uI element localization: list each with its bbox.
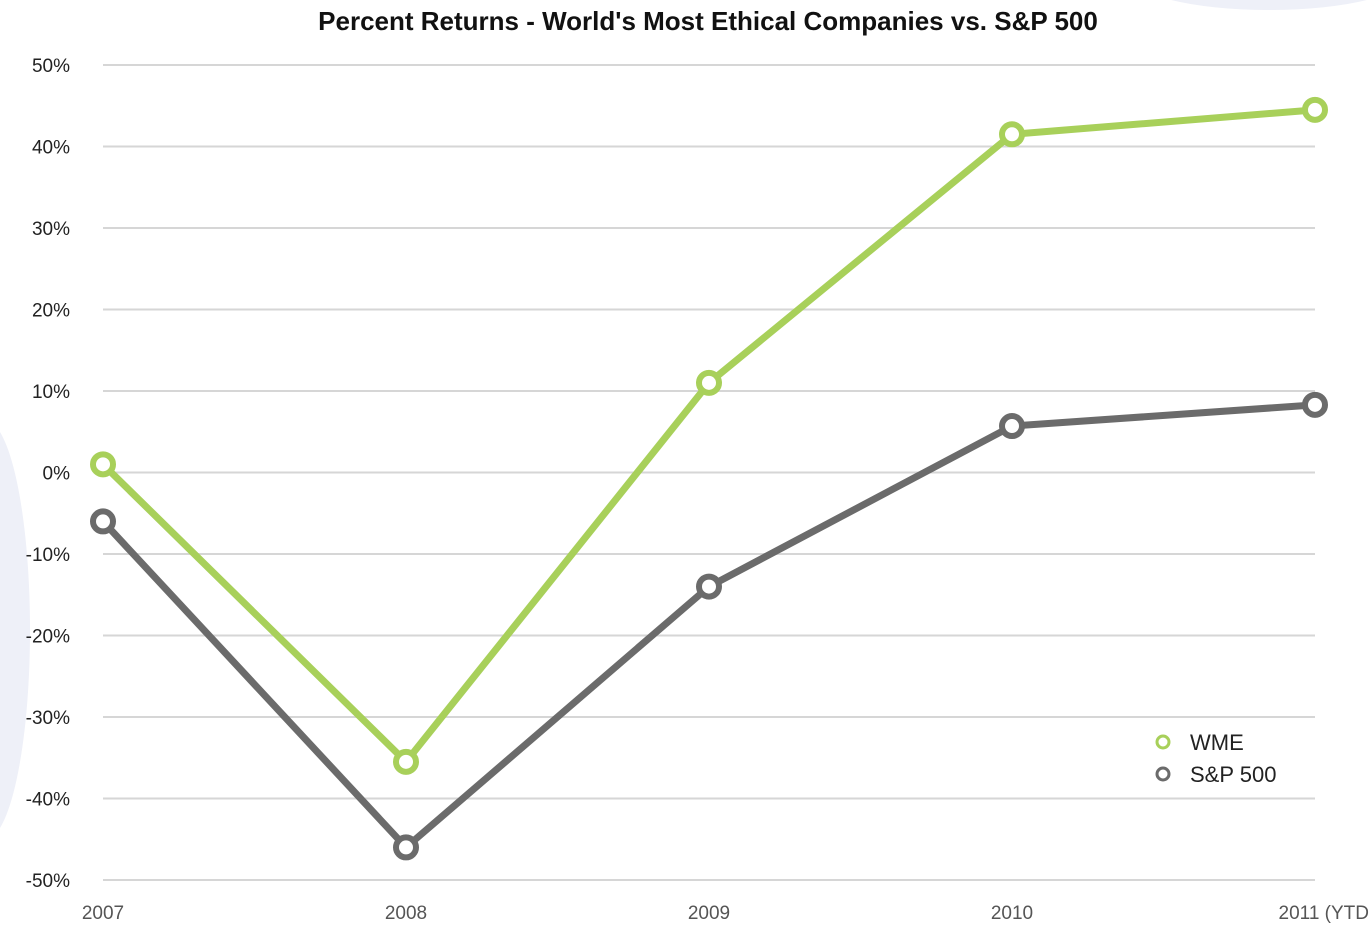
y-axis-tick-labels: 50% 40% 30% 20% 10% 0% -10% -20% -30% -40% -50% — [26, 56, 70, 892]
y-tick-label: 30% — [32, 219, 70, 240]
data-point-sp500 — [696, 573, 722, 600]
x-tick-label: 2008 — [385, 903, 427, 924]
series-line-wme — [99, 106, 1319, 766]
data-point-wme — [393, 748, 419, 775]
data-point-sp500 — [1302, 391, 1328, 418]
series-lines — [90, 96, 1328, 861]
y-tick-label: 0% — [43, 464, 71, 485]
data-point-wme — [696, 369, 722, 396]
background-shape-top-right — [1129, 0, 1369, 10]
grid-lines — [103, 64, 1315, 881]
y-tick-label: -20% — [26, 627, 70, 648]
data-point-sp500 — [393, 834, 419, 861]
x-tick-label: 2007 — [82, 903, 124, 924]
y-tick-label: -40% — [26, 790, 70, 811]
legend-label: WME — [1190, 730, 1244, 755]
data-point-wme — [90, 451, 116, 478]
y-tick-label: -50% — [26, 871, 70, 892]
x-tick-label: 2011 (YTD — [1279, 903, 1369, 924]
data-point-wme — [999, 121, 1025, 148]
y-tick-label: -10% — [26, 545, 70, 566]
y-tick-label: 20% — [32, 301, 70, 322]
legend-marker — [1155, 766, 1171, 782]
legend-marker — [1155, 734, 1171, 750]
y-tick-label: 10% — [32, 382, 70, 403]
data-point-wme — [1302, 96, 1328, 123]
x-tick-label: 2010 — [991, 903, 1033, 924]
x-tick-label: 2009 — [688, 903, 730, 924]
x-axis-tick-labels: 2007 2008 2009 2010 2011 (YTD — [82, 903, 1369, 924]
data-point-sp500 — [90, 508, 116, 535]
y-tick-label: 50% — [32, 56, 70, 77]
legend-label: S&P 500 — [1190, 762, 1276, 787]
series-line-sp500 — [99, 401, 1319, 851]
chart-title: Percent Returns - World's Most Ethical C… — [318, 6, 1098, 36]
legend: WME S&P 500 — [1155, 730, 1276, 787]
y-tick-label: 40% — [32, 138, 70, 159]
y-tick-label: -30% — [26, 708, 70, 729]
data-point-sp500 — [999, 413, 1025, 440]
